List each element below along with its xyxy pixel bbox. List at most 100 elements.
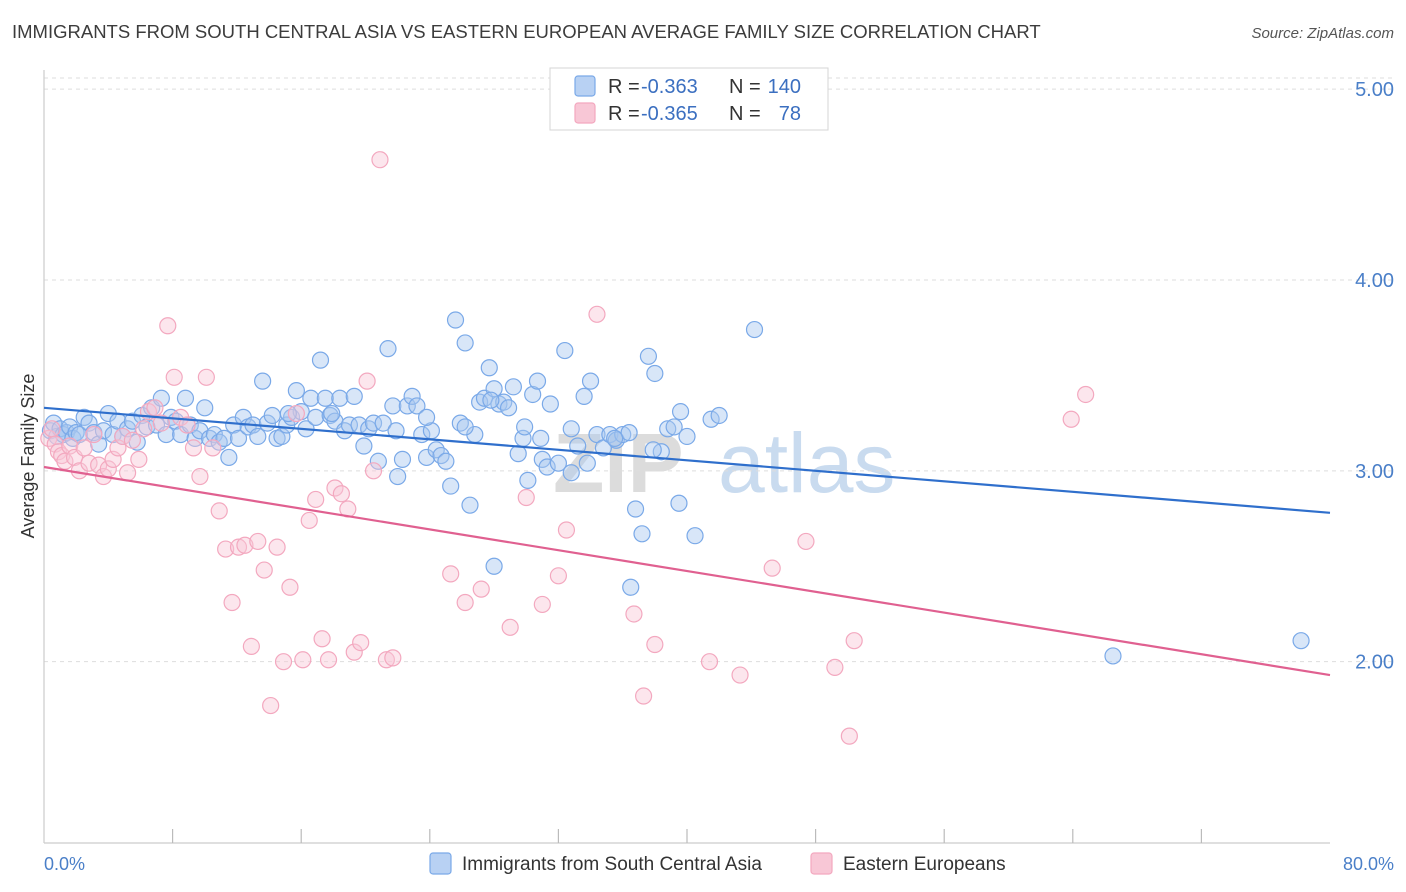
point-0-120 [633,525,651,543]
point-0-106 [538,458,556,476]
point-0-66 [345,387,363,405]
point-0-26 [152,389,170,407]
point-0-90 [461,496,479,514]
point-0-73 [379,340,397,358]
point-1-48 [307,490,325,509]
point-0-117 [614,425,632,444]
x-minor-ticks [172,829,1203,843]
point-0-49 [263,406,281,425]
point-0-122 [646,364,664,383]
series-0-points [41,311,1310,665]
point-1-39 [249,532,267,551]
point-1-75 [763,559,781,577]
point-1-65 [517,488,535,507]
point-1-29 [184,439,203,457]
chart-title: IMMIGRANTS FROM SOUTH CENTRAL ASIA VS EA… [12,21,1041,42]
legend-r-value-0: -0.363 [641,76,698,98]
point-1-32 [204,439,222,457]
point-0-134 [686,527,704,545]
series-1-points [40,151,1095,745]
point-1-30 [191,467,209,486]
point-0-98 [499,399,518,417]
point-0-141 [1292,632,1310,650]
point-0-126 [671,403,690,421]
point-1-23 [146,399,164,417]
legend-n-label-0: N = [729,76,761,98]
point-0-107 [549,454,568,472]
point-0-135 [644,441,662,459]
point-0-127 [678,427,696,446]
point-1-44 [281,578,299,596]
watermark-atlas: atlas [718,416,895,510]
point-1-79 [845,632,863,650]
point-1-60 [384,649,402,667]
point-0-128 [606,429,624,447]
point-0-76 [393,450,412,468]
x-tick-label-left: 0.0% [44,854,85,874]
point-1-71 [634,687,653,705]
point-1-11 [85,425,103,444]
point-1-40 [255,561,273,579]
legend-n-label-1: N = [729,103,761,125]
point-1-80 [1062,410,1080,428]
point-1-73 [700,653,719,671]
point-1-66 [533,595,551,614]
legend-r-value-1: -0.365 [641,103,698,125]
point-0-78 [403,387,421,405]
legend-r-label-1: R = [608,103,640,125]
point-1-35 [223,593,241,612]
point-1-54 [345,643,363,661]
y-tick-label-3: 5.00 [1355,79,1394,101]
point-0-132 [702,410,720,428]
point-1-41 [262,696,280,715]
point-0-130 [485,557,503,575]
point-0-31 [176,389,195,407]
point-1-37 [236,536,254,554]
point-0-42 [229,429,248,447]
point-0-139 [541,395,559,413]
point-1-68 [557,521,576,539]
point-0-40 [220,448,238,467]
data-points [40,151,1310,745]
point-1-18 [118,464,137,482]
point-1-42 [268,538,286,556]
point-1-19 [123,431,142,449]
point-1-78 [840,727,858,745]
point-0-137 [532,429,550,447]
point-0-99 [504,378,522,396]
point-0-133 [745,320,764,339]
point-0-87 [446,311,465,329]
point-0-125 [665,418,683,436]
point-0-131 [622,578,640,596]
point-0-74 [384,397,402,415]
point-0-58 [307,408,325,426]
point-1-33 [210,502,228,520]
point-0-108 [556,341,574,360]
point-1-69 [588,305,606,323]
point-1-43 [274,653,293,671]
point-0-102 [519,471,537,489]
point-0-75 [389,467,407,486]
point-0-46 [249,427,267,446]
bottom-legend: Immigrants from South Central Asia Easte… [429,852,1006,875]
point-1-70 [625,605,643,623]
point-1-72 [646,635,664,654]
point-0-140 [1104,647,1122,665]
legend-box: R = -0.363 N = 140 R = -0.365 N = 78 [549,67,829,131]
point-1-62 [456,593,474,612]
point-0-94 [480,359,498,377]
point-0-85 [437,452,455,470]
legend-swatch-pink [574,102,596,124]
point-0-121 [639,347,658,365]
point-1-63 [472,580,490,598]
legend-n-value-0: 140 [768,76,801,98]
y-axis-label: Average Family Size [18,374,38,539]
point-1-52 [332,485,350,503]
point-1-57 [364,462,383,480]
y-tick-label-2: 4.00 [1355,270,1394,292]
point-0-146 [516,418,534,436]
x-tick-label-right: 80.0% [1343,854,1394,874]
legend-n-value-1: 78 [779,103,801,125]
trend-line-0 [43,406,1331,514]
bottom-legend-label-1: Eastern Europeans [843,854,1006,875]
